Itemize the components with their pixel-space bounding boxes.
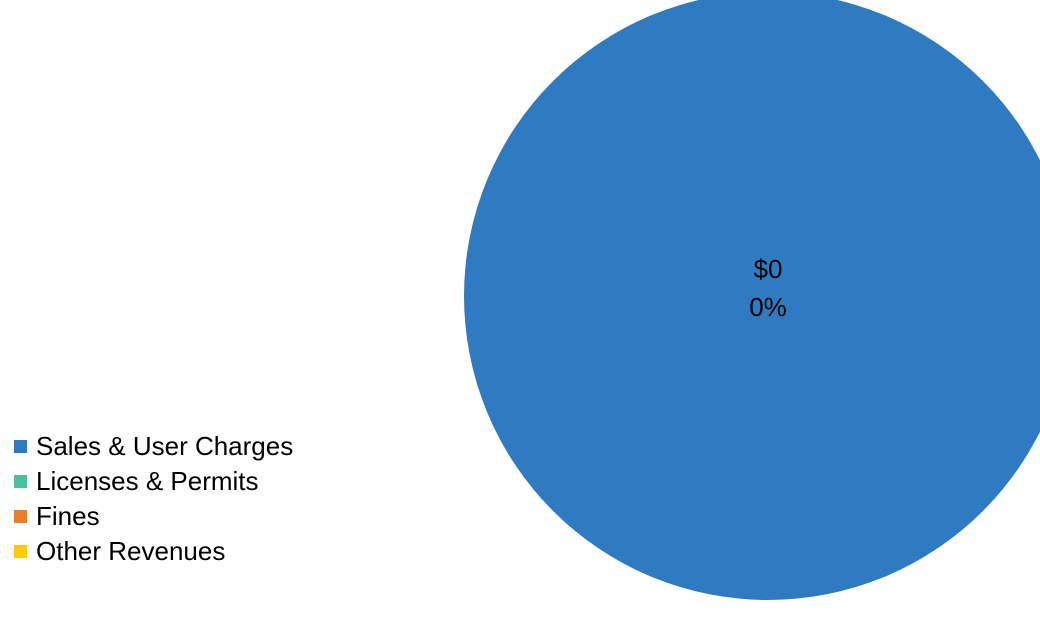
legend-swatch — [14, 510, 27, 523]
legend-swatch — [14, 440, 27, 453]
legend-swatch — [14, 475, 27, 488]
legend-swatch — [14, 545, 27, 558]
legend-item-licenses-permits: Licenses & Permits — [14, 467, 293, 496]
legend-item-other-revenues: Other Revenues — [14, 537, 293, 566]
legend-item-sales-user-charges: Sales & User Charges — [14, 432, 293, 461]
slice-value-label: $0 — [754, 254, 783, 284]
legend-label: Licenses & Permits — [36, 466, 259, 497]
legend-item-fines: Fines — [14, 502, 293, 531]
legend-label: Other Revenues — [36, 536, 225, 567]
legend: Sales & User Charges Licenses & Permits … — [14, 432, 293, 572]
legend-label: Fines — [36, 501, 100, 532]
slice-percent-label: 0% — [749, 292, 787, 322]
legend-label: Sales & User Charges — [36, 431, 293, 462]
